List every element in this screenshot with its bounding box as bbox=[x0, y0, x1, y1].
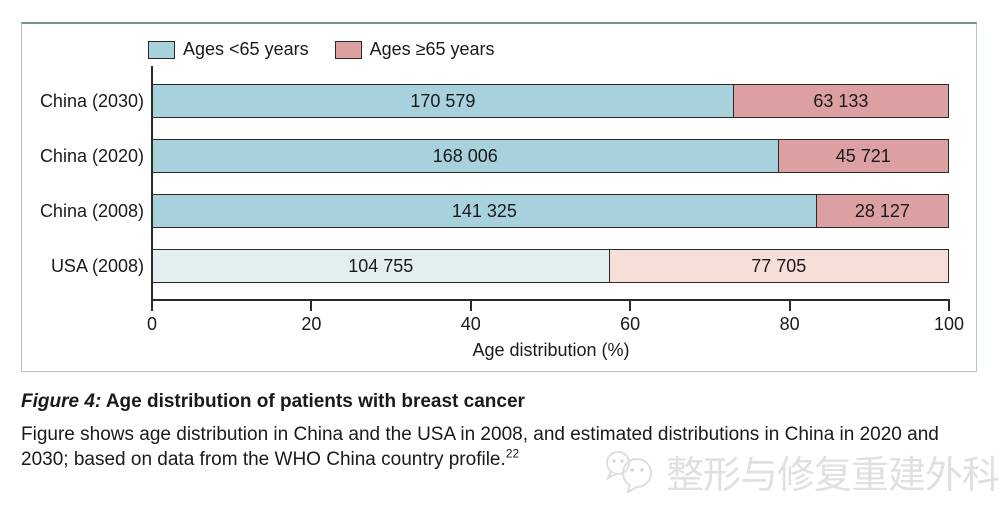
x-axis-title: Age distribution (%) bbox=[472, 340, 630, 360]
bar-value-label: 45 721 bbox=[835, 145, 891, 166]
x-axis-tick-label: 100 bbox=[933, 314, 965, 334]
bar-row: China (2030) 170 579 63 133 bbox=[40, 84, 949, 118]
reference-superscript: 22 bbox=[505, 446, 520, 461]
bar-value-label: 168 006 bbox=[432, 145, 498, 166]
category-label: China (2030) bbox=[39, 91, 144, 111]
category-label: China (2008) bbox=[39, 201, 144, 221]
bar-value-label: 104 755 bbox=[348, 255, 414, 276]
legend-swatch-65-plus-icon bbox=[334, 40, 362, 59]
legend-item-under-65: Ages <65 years bbox=[148, 39, 309, 60]
bar-value-label: 170 579 bbox=[410, 90, 476, 111]
chart-panel: Ages <65 years Ages ≥65 years Age distri… bbox=[21, 22, 977, 372]
bar-value-label: 28 127 bbox=[854, 200, 910, 221]
x-axis-tick bbox=[469, 301, 472, 311]
caption-body-line-1: Figure shows age distribution in China a… bbox=[21, 424, 939, 445]
bar-segment-65-plus: 45 721 bbox=[778, 139, 949, 173]
bar-row: USA (2008) 104 755 77 705 bbox=[51, 249, 949, 283]
legend: Ages <65 years Ages ≥65 years bbox=[148, 39, 521, 60]
category-label: USA (2008) bbox=[50, 256, 144, 276]
bar-row: China (2008) 141 325 28 127 bbox=[40, 194, 949, 228]
x-axis-tick-label: 40 bbox=[460, 314, 481, 334]
figure-caption: Figure 4: Age distribution of patients w… bbox=[21, 391, 939, 472]
bar-row: China (2020) 168 006 45 721 bbox=[40, 139, 949, 173]
bar-segment-65-plus: 77 705 bbox=[609, 249, 949, 283]
bar-value-label: 63 133 bbox=[813, 90, 869, 111]
caption-title: Figure 4: Age distribution of patients w… bbox=[21, 391, 939, 413]
x-axis-tick bbox=[948, 301, 950, 311]
bar-segment-under-65: 170 579 bbox=[152, 84, 734, 118]
legend-item-65-plus: Ages ≥65 years bbox=[334, 39, 495, 60]
watermark-text: 整形与修复重建外科 bbox=[666, 455, 1000, 497]
bar-segment-65-plus: 28 127 bbox=[816, 194, 949, 228]
y-axis-line bbox=[151, 66, 153, 301]
legend-label-under-65: Ages <65 years bbox=[183, 39, 309, 59]
bar-segment-under-65: 141 325 bbox=[152, 194, 817, 228]
bar-segment-under-65: 104 755 bbox=[152, 249, 610, 283]
x-axis-tick-label: 60 bbox=[620, 314, 641, 334]
bar-value-label: 141 325 bbox=[451, 200, 517, 221]
x-axis-tick-label: 0 bbox=[146, 314, 158, 334]
figure-number-label: Figure 4: bbox=[21, 391, 102, 412]
x-axis-tick bbox=[151, 301, 153, 311]
caption-body-line-2: 2030; based on data from the WHO China c… bbox=[21, 446, 520, 470]
x-axis-tick bbox=[788, 301, 791, 311]
legend-swatch-under-65-icon bbox=[148, 40, 175, 59]
x-axis-line bbox=[151, 299, 950, 301]
wechat-logo-icon bbox=[605, 450, 652, 494]
watermark: 整形与修复重建外科 bbox=[604, 444, 1000, 499]
x-axis-tick-label: 20 bbox=[301, 314, 322, 334]
bar-value-label: 77 705 bbox=[751, 255, 807, 276]
legend-label-65-plus: Ages ≥65 years bbox=[369, 39, 495, 59]
x-axis-tick-label: 80 bbox=[779, 314, 800, 334]
bar-segment-65-plus: 63 133 bbox=[733, 84, 949, 118]
x-axis-tick bbox=[629, 301, 632, 311]
x-axis-tick bbox=[310, 301, 313, 311]
caption-title-text: Age distribution of patients with breast… bbox=[105, 391, 525, 412]
category-label: China (2020) bbox=[39, 146, 144, 166]
bar-segment-under-65: 168 006 bbox=[152, 139, 779, 173]
